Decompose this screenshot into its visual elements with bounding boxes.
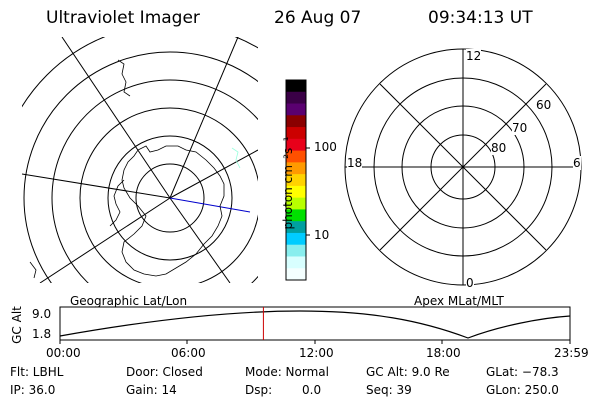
colorbar-cell (286, 221, 306, 234)
mlt-meridian (379, 83, 547, 251)
x-tick-label: 18:00 (426, 346, 461, 360)
antarctica-coastline (121, 145, 225, 277)
geo-meridian (169, 197, 231, 283)
colorbar-cell (286, 174, 306, 187)
glon-status: GLon: 250.0 (486, 383, 559, 397)
colorbar-tick-label-100: 100 (314, 140, 337, 154)
geo-meridian (39, 197, 171, 283)
geo-lat-circle (51, 79, 258, 283)
mlt-label-18: 18 (347, 156, 363, 170)
geo-meridian (22, 173, 171, 199)
door-status: Door: Closed (126, 365, 203, 379)
dsp-value: 0.0 (302, 383, 322, 397)
instrument-title: Ultraviolet Imager (46, 8, 200, 28)
geo-map-caption: Geographic Lat/Lon (70, 294, 188, 308)
mlt-label-6: 6 (573, 156, 581, 170)
geo-lat-circle (107, 135, 233, 261)
geo-lat-circle (135, 163, 205, 233)
colorbar-cell (286, 185, 306, 199)
australia-coastline (231, 147, 241, 169)
colorbar-cell (286, 232, 306, 246)
x-tick-label: 23:59 (554, 346, 589, 360)
filter-status: Flt: LBHL (10, 365, 64, 379)
colorbar-frame (285, 79, 307, 281)
geo-lat-circle (79, 107, 258, 283)
x-tick-label: 06:00 (171, 346, 206, 360)
x-tick-label: 00:00 (46, 346, 81, 360)
colorbar-cell (286, 244, 306, 257)
colorbar-cell (286, 150, 306, 163)
colorbar-cell (286, 138, 306, 152)
geo-meridian-blue (169, 197, 251, 213)
y-tick-label-min: 1.8 (32, 327, 52, 341)
antarctic-peninsula (109, 179, 125, 227)
altitude-curve (59, 310, 571, 339)
mlat-label-70: 70 (512, 121, 528, 135)
seq-status: Seq: 39 (366, 383, 412, 397)
date-label: 26 Aug 07 (274, 8, 362, 28)
mlt-label-0: 0 (466, 276, 474, 290)
mlt-label-12: 12 (466, 49, 482, 63)
colorbar-tick-label-10: 10 (314, 228, 330, 242)
colorbar-cell (286, 127, 306, 140)
colorbar-cell (286, 80, 306, 93)
gc-alt-status: GC Alt: 9.0 Re (366, 365, 450, 379)
colorbar-cell (286, 115, 306, 128)
y-tick-label-max: 9.0 (32, 307, 52, 321)
south-america-coastline (117, 59, 131, 97)
mlat-label-80: 80 (491, 141, 507, 155)
mlat-label-60: 60 (536, 98, 552, 112)
colorbar-cell (286, 209, 306, 222)
colorbar-cell (286, 91, 306, 105)
africa-coastline (29, 261, 37, 279)
time-label: 09:34:13 UT (428, 8, 533, 28)
gain-status: Gain: 14 (126, 383, 177, 397)
timeline-axis-label: GC Alt (10, 306, 24, 344)
ip-status: IP: 36.0 (10, 383, 56, 397)
geo-meridian (169, 149, 258, 199)
apex-map-caption: Apex MLat/MLT (414, 294, 504, 308)
mode-status: Mode: Normal (245, 365, 329, 379)
dsp-label: Dsp: (245, 383, 273, 397)
colorbar-cell (286, 268, 306, 281)
glat-status: GLat: −78.3 (486, 365, 559, 379)
x-tick-label: 12:00 (299, 346, 334, 360)
colorbar-cell (286, 256, 306, 269)
geo-lat-circle (23, 51, 258, 283)
colorbar-cell (286, 162, 306, 175)
geo-meridian (169, 37, 239, 199)
geo-meridian (61, 37, 171, 199)
colorbar-cell (286, 103, 306, 116)
colorbar-cell (286, 197, 306, 210)
